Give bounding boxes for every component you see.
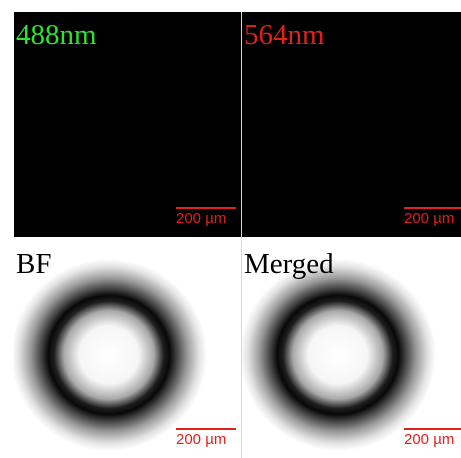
panel-564nm: 564nm 200 µm bbox=[242, 12, 461, 237]
panel-merged: Merged 200 µm bbox=[242, 240, 461, 458]
channel-label-564nm: 564nm bbox=[244, 19, 325, 51]
scale-bar-label: 200 µm bbox=[404, 210, 455, 227]
scale-bar-label: 200 µm bbox=[404, 431, 455, 448]
panel-divider bbox=[241, 12, 242, 458]
channel-label-bf: BF bbox=[16, 248, 52, 280]
ring-image bbox=[14, 259, 207, 451]
scale-bar-line bbox=[176, 428, 236, 430]
scale-bar-line bbox=[176, 207, 236, 209]
scale-bar: 200 µm bbox=[176, 207, 241, 233]
panel-bright-field: BF 200 µm bbox=[14, 240, 241, 458]
scale-bar-line bbox=[404, 428, 461, 430]
scale-bar-label: 200 µm bbox=[176, 210, 227, 227]
panel-488nm: 488nm 200 µm bbox=[14, 12, 241, 237]
ring-image bbox=[242, 259, 436, 451]
channel-label-merged: Merged bbox=[244, 248, 334, 280]
scale-bar-line bbox=[404, 207, 461, 209]
scale-bar: 200 µm bbox=[176, 428, 241, 454]
scale-bar-label: 200 µm bbox=[176, 431, 227, 448]
scale-bar: 200 µm bbox=[404, 428, 461, 454]
channel-label-488nm: 488nm bbox=[16, 19, 97, 51]
scale-bar: 200 µm bbox=[404, 207, 461, 233]
